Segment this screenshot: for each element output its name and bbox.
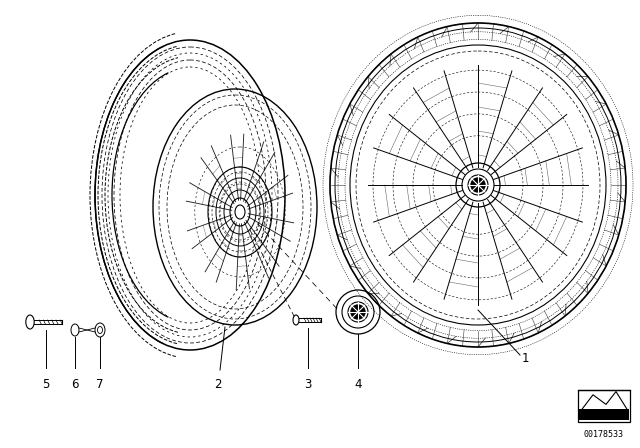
Text: 3: 3 [304, 378, 312, 391]
Text: 4: 4 [355, 378, 362, 391]
Text: 7: 7 [96, 378, 104, 391]
Circle shape [471, 178, 485, 192]
Text: 00178533: 00178533 [584, 430, 624, 439]
Circle shape [351, 305, 365, 319]
Text: 1: 1 [522, 352, 529, 365]
Text: 6: 6 [71, 378, 79, 391]
Text: 2: 2 [214, 378, 221, 391]
Text: 5: 5 [42, 378, 50, 391]
Bar [579, 409, 629, 420]
Bar [578, 390, 630, 422]
